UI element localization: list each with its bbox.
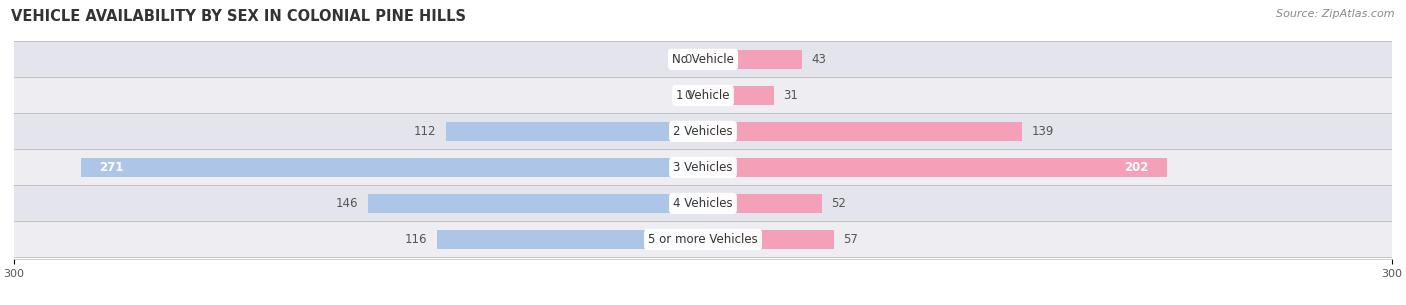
Text: 0: 0	[685, 53, 692, 66]
Text: 139: 139	[1032, 125, 1053, 138]
Text: 112: 112	[415, 125, 437, 138]
Bar	[80, 158, 703, 177]
Text: 1 Vehicle: 1 Vehicle	[676, 89, 730, 102]
Text: 43: 43	[811, 53, 825, 66]
Bar	[14, 221, 1392, 257]
Bar	[14, 77, 1392, 113]
Text: 31: 31	[783, 89, 799, 102]
Text: 271: 271	[98, 161, 124, 174]
Bar	[703, 230, 834, 249]
Text: VEHICLE AVAILABILITY BY SEX IN COLONIAL PINE HILLS: VEHICLE AVAILABILITY BY SEX IN COLONIAL …	[11, 9, 467, 24]
Text: 57: 57	[844, 233, 858, 246]
Bar	[14, 185, 1392, 221]
Bar	[703, 194, 823, 213]
Text: 2 Vehicles: 2 Vehicles	[673, 125, 733, 138]
Text: 116: 116	[405, 233, 427, 246]
Bar	[703, 122, 1022, 141]
Text: 146: 146	[336, 197, 359, 210]
Text: 4 Vehicles: 4 Vehicles	[673, 197, 733, 210]
Bar	[703, 86, 775, 105]
Bar	[14, 149, 1392, 185]
Text: Source: ZipAtlas.com: Source: ZipAtlas.com	[1277, 9, 1395, 19]
Bar	[14, 41, 1392, 77]
Text: 3 Vehicles: 3 Vehicles	[673, 161, 733, 174]
Bar	[14, 113, 1392, 149]
Text: 52: 52	[831, 197, 846, 210]
Bar	[446, 122, 703, 141]
Text: 5 or more Vehicles: 5 or more Vehicles	[648, 233, 758, 246]
Text: No Vehicle: No Vehicle	[672, 53, 734, 66]
Bar	[703, 50, 801, 69]
Bar	[703, 158, 1167, 177]
Bar	[437, 230, 703, 249]
Bar	[368, 194, 703, 213]
Text: 0: 0	[685, 89, 692, 102]
Text: 202: 202	[1125, 161, 1149, 174]
